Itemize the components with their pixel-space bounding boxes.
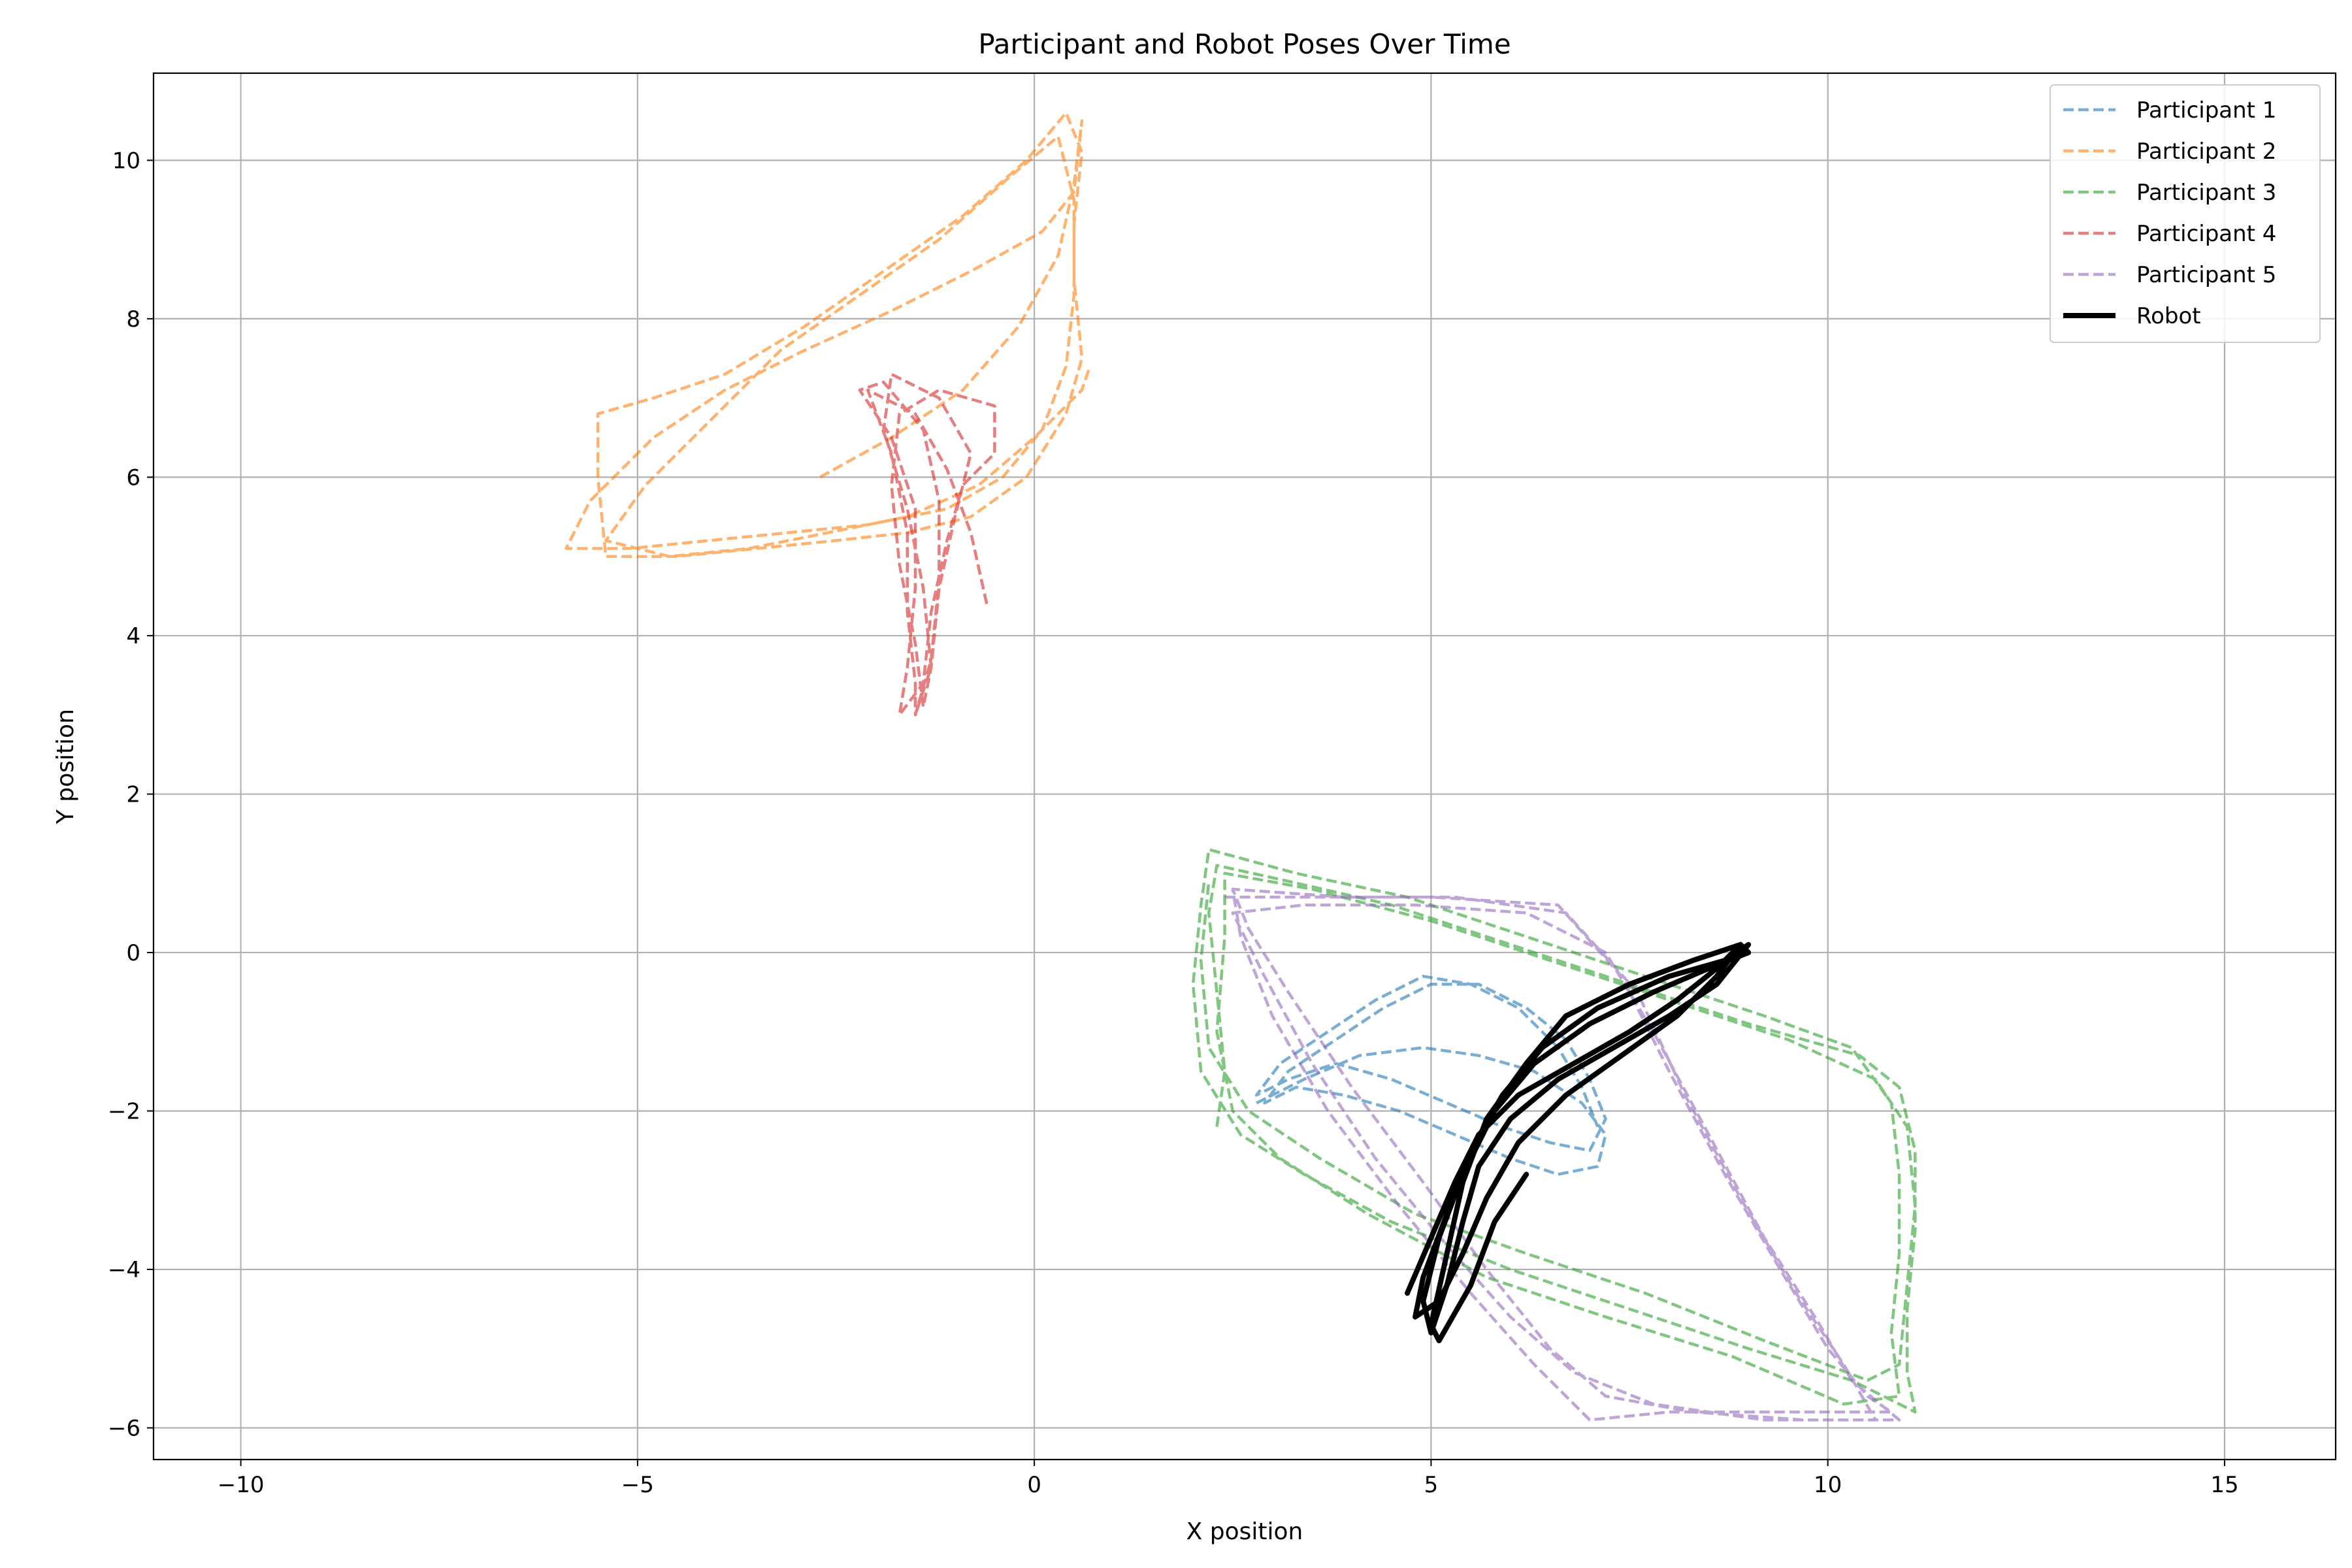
y-tick-label: 6 [126, 465, 140, 491]
x-axis-label: X position [1186, 1518, 1303, 1545]
axis-ticks: −10 −5 0 5 10 15 −6 −4 −2 0 2 4 6 8 10 [108, 148, 2239, 1498]
legend-label: Participant 3 [2136, 180, 2276, 206]
y-tick-label: 4 [126, 623, 140, 649]
y-tick-label: 0 [126, 940, 140, 966]
plot-area [564, 111, 1917, 1422]
x-tick-label: 15 [2210, 1472, 2238, 1498]
series-line-2 [564, 111, 1092, 558]
legend-label: Participant 1 [2136, 97, 2276, 123]
y-axis-label: Y position [52, 709, 79, 825]
y-tick-label: −6 [108, 1415, 140, 1441]
y-tick-label: −2 [108, 1098, 140, 1124]
y-tick-label: −4 [108, 1257, 140, 1283]
x-tick-label: 5 [1424, 1472, 1439, 1498]
legend-label: Participant 4 [2136, 221, 2276, 247]
x-tick-label: −10 [218, 1472, 265, 1498]
legend-label: Robot [2136, 303, 2201, 329]
y-tick-label: 10 [112, 148, 140, 174]
x-tick-label: −5 [621, 1472, 654, 1498]
series-line-4 [858, 372, 996, 717]
x-tick-label: 0 [1027, 1472, 1041, 1498]
series-line-3 [1191, 848, 1917, 1414]
series-line-6 [1405, 941, 1752, 1344]
series-line-5 [1224, 887, 1901, 1422]
legend: Participant 1 Participant 2 Participant 3 P… [2050, 84, 2321, 343]
chart-title: Participant and Robot Poses Over Time [978, 28, 1511, 60]
y-tick-label: 8 [126, 306, 140, 333]
y-tick-label: 2 [126, 781, 140, 808]
legend-box [2050, 84, 2321, 343]
axes-frame [152, 72, 2337, 1461]
series-line-1 [1254, 975, 1607, 1176]
x-tick-label: 10 [1814, 1472, 1842, 1498]
legend-label: Participant 2 [2136, 139, 2276, 165]
legend-label: Participant 5 [2136, 262, 2276, 288]
